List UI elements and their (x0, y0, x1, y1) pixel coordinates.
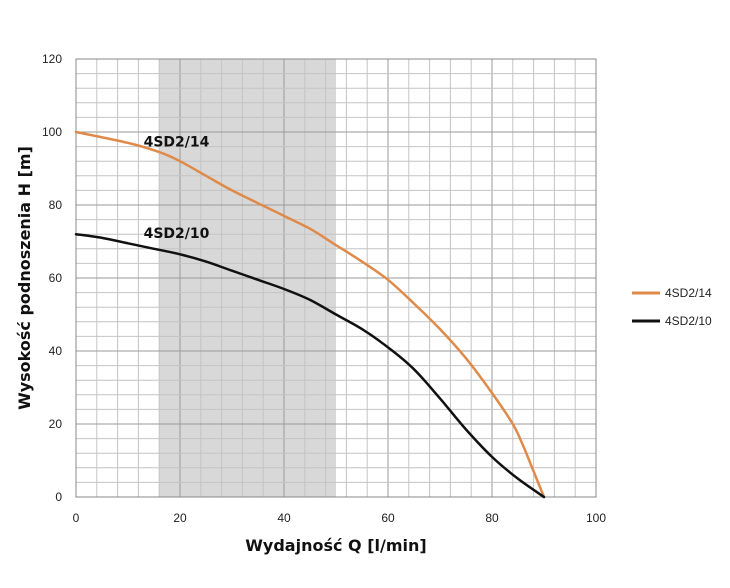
x-tick-label: 80 (485, 511, 499, 525)
series-lines (74, 130, 546, 499)
x-tick-labels: 0 20 40 60 80 100 (73, 511, 607, 525)
x-axis-title: Wydajność Q [l/min] (245, 536, 426, 555)
x-tick-label: 60 (381, 511, 395, 525)
series-inline-label: 4SD2/14 (144, 135, 210, 151)
series-inline-label: 4SD2/10 (144, 226, 210, 242)
x-tick-label: 100 (586, 511, 606, 525)
x-tick-label: 20 (173, 511, 187, 525)
y-tick-label: 100 (42, 125, 62, 139)
y-tick-label: 0 (55, 490, 62, 504)
y-tick-label: 20 (49, 417, 63, 431)
y-tick-label: 80 (49, 198, 63, 212)
series-line-4sd2-14 (74, 130, 546, 499)
series-line-4sd2-10 (74, 232, 546, 499)
grid-lines (75, 58, 597, 498)
y-axis-title: Wysokość podnoszenia H [m] (15, 146, 34, 410)
x-tick-label: 0 (73, 511, 80, 525)
plot-frame (75, 58, 597, 498)
legend-label: 4SD2/14 (665, 286, 712, 300)
y-tick-labels: 0 20 40 60 80 100 120 (42, 52, 62, 504)
y-tick-label: 120 (42, 52, 62, 66)
y-tick-label: 60 (49, 271, 63, 285)
y-tick-label: 40 (49, 344, 63, 358)
series-inline-labels: 4SD2/14 4SD2/10 (144, 135, 210, 242)
x-tick-label: 40 (277, 511, 291, 525)
legend-label: 4SD2/10 (665, 314, 712, 328)
legend: 4SD2/14 4SD2/10 (632, 286, 712, 328)
